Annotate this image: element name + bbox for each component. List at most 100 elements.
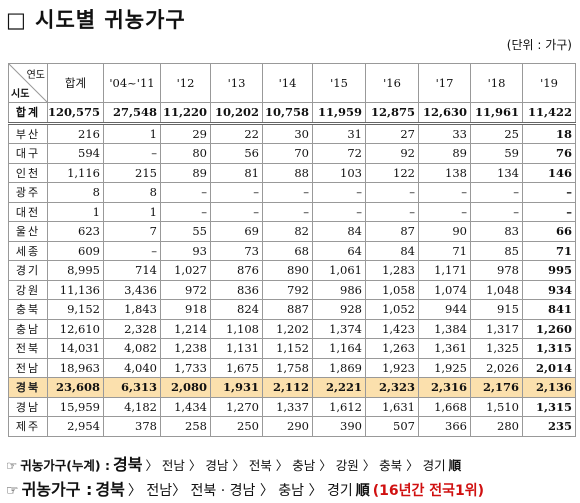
cell: 70 bbox=[262, 143, 313, 164]
cell: 2,954 bbox=[47, 416, 104, 437]
suffix: 順 bbox=[355, 483, 370, 499]
note: (16년간 전국1위) bbox=[372, 483, 485, 499]
cell: 258 bbox=[160, 416, 211, 437]
cell: 235 bbox=[522, 416, 576, 437]
cell: 10,202 bbox=[210, 102, 263, 125]
row-header: 대전 bbox=[8, 201, 48, 222]
cell: 88 bbox=[262, 162, 313, 183]
cell: 1,270 bbox=[210, 396, 263, 417]
row-header: 경기 bbox=[8, 260, 48, 281]
cell: 1,612 bbox=[312, 396, 366, 417]
cell: 1,423 bbox=[365, 318, 419, 339]
column-header: '04~'11 bbox=[103, 63, 161, 103]
cell: 1,202 bbox=[262, 318, 313, 339]
row-header: 인천 bbox=[8, 162, 48, 183]
cell: 1,668 bbox=[418, 396, 471, 417]
cell: 14,031 bbox=[47, 338, 104, 359]
unit: (단위 : 가구) bbox=[506, 38, 572, 52]
cell: 1 bbox=[103, 122, 161, 144]
corner-top: 연도 bbox=[26, 70, 45, 81]
row-header: 경북 bbox=[8, 377, 48, 398]
row-header: 충북 bbox=[8, 299, 48, 320]
cell: 25 bbox=[470, 122, 523, 144]
cell: – bbox=[210, 182, 263, 203]
highlight: 경북 bbox=[113, 455, 143, 474]
table-row: 광주 8 8– – – – – – – – bbox=[8, 182, 576, 203]
cell: 1,058 bbox=[365, 279, 419, 300]
cell: 2,316 bbox=[418, 377, 471, 398]
cell: 18,963 bbox=[47, 357, 104, 378]
cell: 944 bbox=[418, 299, 471, 320]
suffix: 順 bbox=[448, 458, 462, 473]
row-header: 울산 bbox=[8, 221, 48, 242]
cell: 2,328 bbox=[103, 318, 161, 339]
corner-bottom: 시도 bbox=[11, 89, 30, 100]
cell: 1,260 bbox=[522, 318, 576, 339]
cell: 378 bbox=[103, 416, 161, 437]
cell: 11,959 bbox=[312, 102, 366, 125]
cell: 1,061 bbox=[312, 260, 366, 281]
cell: 1,027 bbox=[160, 260, 211, 281]
cell: 836 bbox=[210, 279, 263, 300]
cell: 290 bbox=[262, 416, 313, 437]
cell: – bbox=[103, 240, 161, 261]
table-row: 강원 11,136 3,436 972 836 792 986 1,058 1,074 1,048… bbox=[8, 279, 576, 300]
cell: 1,361 bbox=[418, 338, 471, 359]
cell: 1,925 bbox=[418, 357, 471, 378]
label: 귀농가구 : bbox=[21, 480, 93, 499]
cell: 1,052 bbox=[365, 299, 419, 320]
cell: 366 bbox=[418, 416, 471, 437]
cell: 2,014 bbox=[522, 357, 576, 378]
cell: 1,434 bbox=[160, 396, 211, 417]
cell: 1,510 bbox=[470, 396, 523, 417]
cell: 71 bbox=[522, 240, 576, 261]
data-table: 연도 시도 합계 '04~'11'12'13'14'15'16'17'18'19 … bbox=[8, 63, 576, 437]
label: 귀농가구(누계) : bbox=[20, 458, 110, 473]
cell: 3,436 bbox=[103, 279, 161, 300]
cell: 792 bbox=[262, 279, 313, 300]
table-row: 세종 609–93 73 68 64 84 71 85 71 bbox=[8, 240, 576, 261]
row-header: 제주 bbox=[8, 416, 48, 437]
cell: 390 bbox=[312, 416, 366, 437]
cell: 11,422 bbox=[522, 102, 576, 125]
cell: 2,080 bbox=[160, 377, 211, 398]
cell: 972 bbox=[160, 279, 211, 300]
table-row: 부산 216 1 29 22 30 31 27 33 25 18 bbox=[8, 122, 576, 144]
cell: 2,112 bbox=[262, 377, 313, 398]
cell: 71 bbox=[418, 240, 471, 261]
highlight: 경북 bbox=[95, 480, 125, 499]
column-header: 합계 bbox=[47, 63, 104, 103]
cell: 76 bbox=[522, 143, 576, 164]
header-row: 연도 시도 합계 '04~'11'12'13'14'15'16'17'18'19 bbox=[8, 63, 576, 103]
cell: 1,164 bbox=[312, 338, 366, 359]
cell: 30 bbox=[262, 122, 313, 144]
table-row: 대구 594–80 56 70 72 92 89 59 76 bbox=[8, 143, 576, 164]
column-header: '18 bbox=[470, 63, 523, 103]
cell: 8 bbox=[47, 182, 104, 203]
cell: 134 bbox=[470, 162, 523, 183]
column-header: '15 bbox=[312, 63, 366, 103]
cell: 80 bbox=[160, 143, 211, 164]
cell: 31 bbox=[312, 122, 366, 144]
cell: 2,136 bbox=[522, 377, 576, 398]
cell: 1,384 bbox=[418, 318, 471, 339]
row-header: 합계 bbox=[8, 102, 48, 125]
cell: 623 bbox=[47, 221, 104, 242]
cell: 81 bbox=[210, 162, 263, 183]
cell: 1,923 bbox=[365, 357, 419, 378]
cell: 12,630 bbox=[418, 102, 471, 125]
cell: 841 bbox=[522, 299, 576, 320]
row-header: 전북 bbox=[8, 338, 48, 359]
table-row: 울산 623 7 55 69 82 84 87 90 83 66 bbox=[8, 221, 576, 242]
cell: 1,315 bbox=[522, 396, 576, 417]
cell: 1,074 bbox=[418, 279, 471, 300]
cell: 103 bbox=[312, 162, 366, 183]
cell: – bbox=[418, 201, 471, 222]
cell: 1,152 bbox=[262, 338, 313, 359]
column-header: '14 bbox=[262, 63, 313, 103]
cell: 1,214 bbox=[160, 318, 211, 339]
cell: 1,325 bbox=[470, 338, 523, 359]
cell: 4,082 bbox=[103, 338, 161, 359]
cell: 4,040 bbox=[103, 357, 161, 378]
ranking: 〉 전남 〉 경남 〉 전북 〉 충남 〉 강원 〉 충북 〉 경기 bbox=[145, 458, 446, 473]
